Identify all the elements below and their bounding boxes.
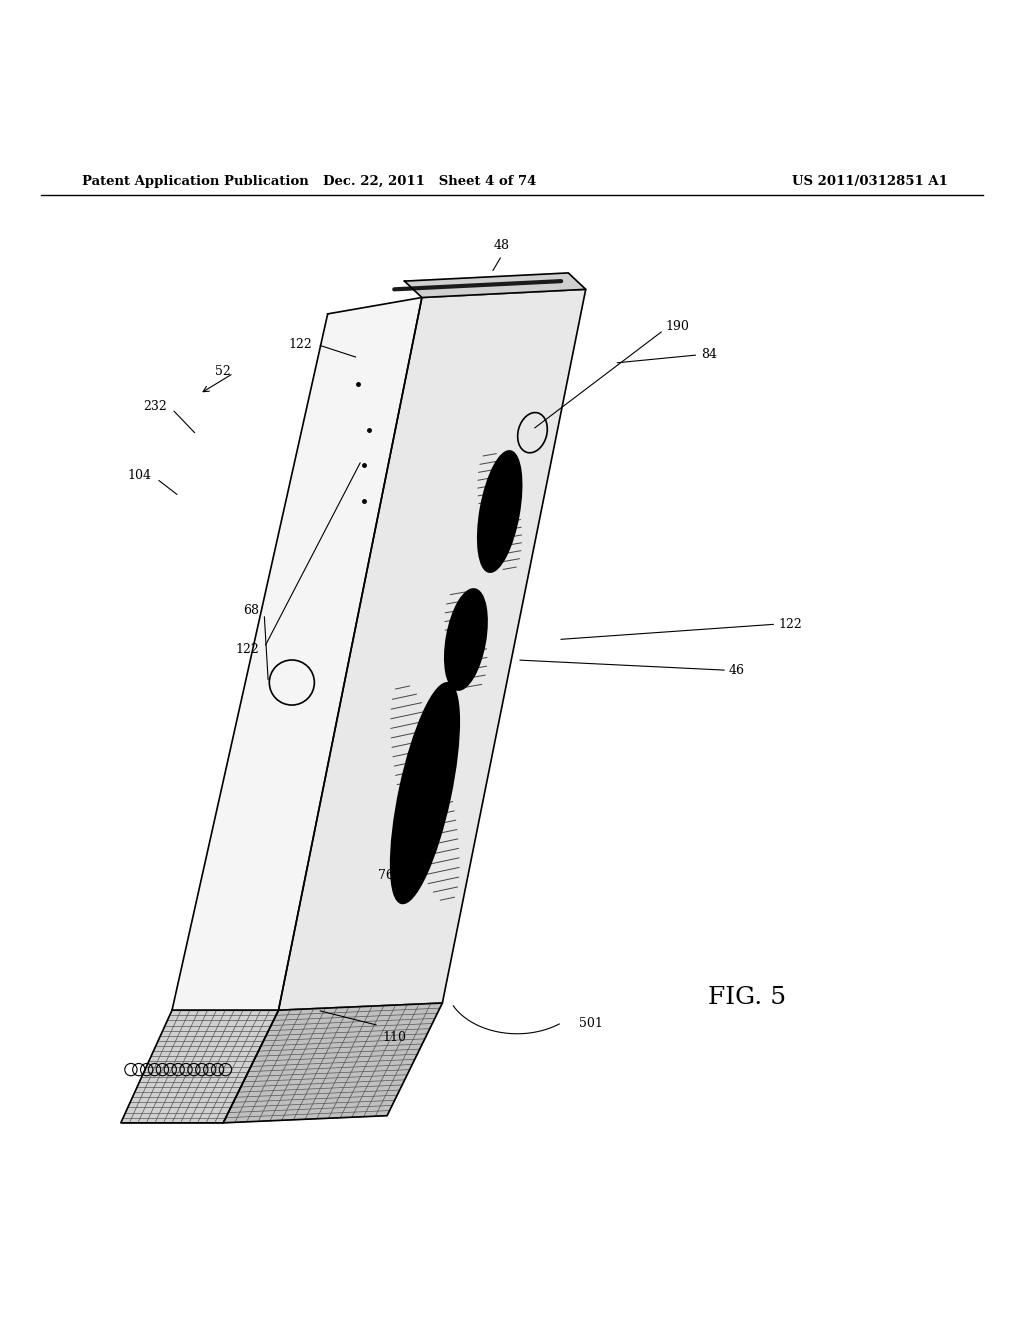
Ellipse shape xyxy=(444,589,487,690)
Polygon shape xyxy=(121,1010,279,1123)
Text: Dec. 22, 2011   Sheet 4 of 74: Dec. 22, 2011 Sheet 4 of 74 xyxy=(324,174,537,187)
Text: 501: 501 xyxy=(579,1016,602,1030)
Text: Patent Application Publication: Patent Application Publication xyxy=(82,174,308,187)
Text: 104: 104 xyxy=(128,469,152,482)
Text: 76: 76 xyxy=(378,869,394,882)
Text: 48: 48 xyxy=(494,239,510,252)
Text: 232: 232 xyxy=(143,400,167,413)
Text: 46: 46 xyxy=(729,664,745,677)
Polygon shape xyxy=(223,1003,442,1123)
Text: 122: 122 xyxy=(778,618,802,631)
Ellipse shape xyxy=(478,451,521,572)
Polygon shape xyxy=(404,273,586,297)
Text: 84: 84 xyxy=(701,348,718,362)
Text: 52: 52 xyxy=(215,364,230,378)
Text: 122: 122 xyxy=(236,643,259,656)
Text: FIG. 5: FIG. 5 xyxy=(709,986,786,1010)
Text: 190: 190 xyxy=(666,319,689,333)
Polygon shape xyxy=(279,289,586,1010)
Text: 122: 122 xyxy=(289,338,312,351)
Text: US 2011/0312851 A1: US 2011/0312851 A1 xyxy=(793,174,948,187)
Ellipse shape xyxy=(391,682,459,903)
Text: 110: 110 xyxy=(382,1031,407,1044)
Text: 68: 68 xyxy=(243,605,259,618)
Polygon shape xyxy=(172,297,422,1010)
